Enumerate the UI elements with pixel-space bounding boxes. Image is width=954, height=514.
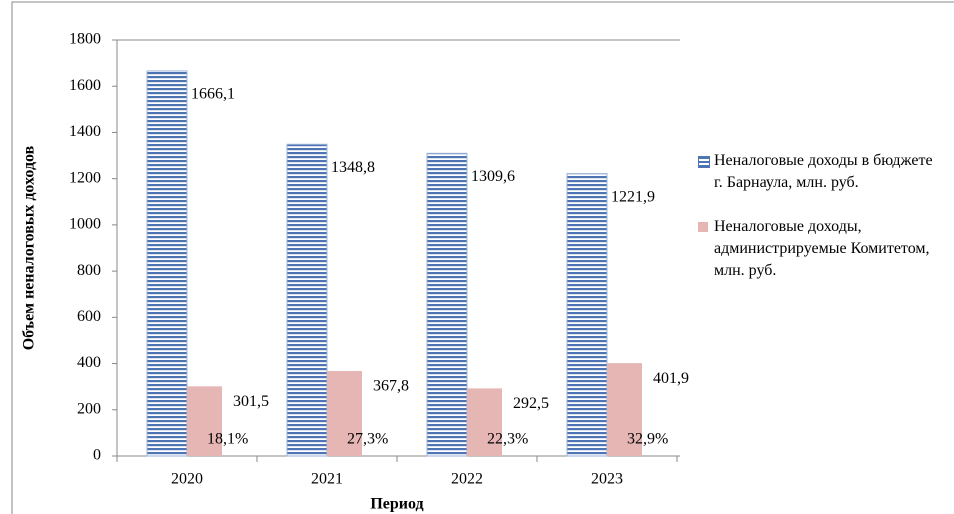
- bar: [286, 143, 328, 457]
- bar: [607, 363, 642, 456]
- y-tick-label: 0: [93, 447, 101, 464]
- y-tick-label: 600: [77, 308, 101, 325]
- x-tick-label: 2022: [451, 471, 483, 488]
- legend-label: Неналоговые доходы в бюджете г. Барнаула…: [714, 152, 933, 191]
- legend-entry: Неналоговые доходы в бюджете г. Барнаула…: [698, 150, 938, 194]
- y-tick-label: 400: [77, 354, 101, 371]
- y-tick-label: 200: [77, 400, 101, 417]
- value-label: 1348,8: [331, 159, 375, 176]
- percent-label: 32,9%: [627, 431, 668, 448]
- bar: [426, 152, 468, 457]
- bar: [146, 70, 188, 457]
- y-tick-label: 1200: [69, 169, 101, 186]
- x-tick-label: 2023: [591, 471, 623, 488]
- y-tick-label: 1400: [69, 123, 101, 140]
- bar: [467, 388, 502, 456]
- value-label: 1666,1: [191, 86, 235, 103]
- percent-label: 27,3%: [347, 431, 388, 448]
- y-tick-label: 1000: [69, 216, 101, 233]
- y-axis-title: Объем неналоговых доходов: [21, 145, 38, 350]
- frame: [11, 1, 954, 514]
- value-label: 301,5: [233, 393, 269, 410]
- y-tick-label: 1800: [69, 31, 101, 48]
- value-label: 401,9: [653, 370, 689, 387]
- legend-swatch: [698, 156, 710, 168]
- y-tick-label: 800: [77, 262, 101, 279]
- bar: [187, 386, 222, 456]
- x-axis-title: Период: [370, 496, 423, 513]
- value-label: 1221,9: [611, 188, 655, 205]
- y-tick-label: 1600: [69, 77, 101, 94]
- legend-entry: Неналоговые доходы, администрируемые Ком…: [698, 216, 938, 282]
- value-label: 367,8: [373, 378, 409, 395]
- legend-label: Неналоговые доходы, администрируемые Ком…: [714, 218, 930, 279]
- value-label: 292,5: [513, 395, 549, 412]
- bar: [566, 173, 608, 457]
- percent-label: 22,3%: [487, 431, 528, 448]
- x-tick-label: 2021: [311, 471, 343, 488]
- legend-swatch: [698, 222, 708, 232]
- bar: [327, 370, 362, 456]
- x-tick-label: 2020: [171, 471, 203, 488]
- percent-label: 18,1%: [207, 431, 248, 448]
- legend: Неналоговые доходы в бюджете г. Барнаула…: [698, 150, 938, 304]
- value-label: 1309,6: [471, 168, 515, 185]
